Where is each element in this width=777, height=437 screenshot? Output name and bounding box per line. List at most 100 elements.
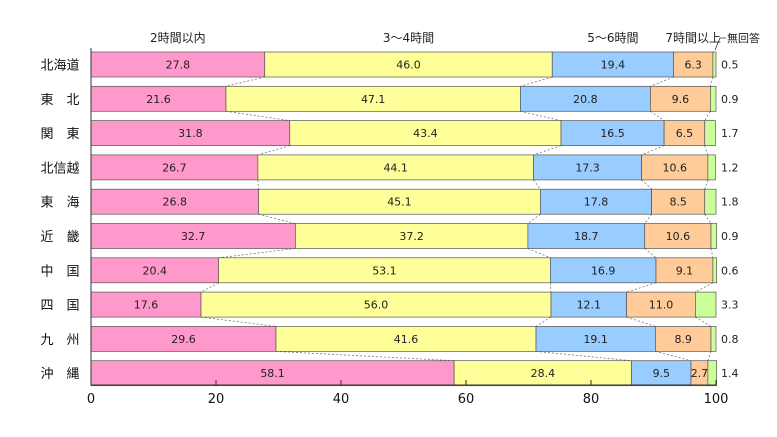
bar-segment — [257, 154, 534, 181]
connector-line — [218, 248, 296, 259]
segment-value-label: 26.7 — [162, 161, 187, 174]
segment-value-label: 26.8 — [163, 196, 188, 209]
connector-line — [704, 179, 709, 190]
bar-segment — [90, 154, 259, 181]
segment-value-label: 27.8 — [166, 59, 191, 72]
connector-line — [641, 179, 652, 190]
bar-segment — [695, 291, 717, 318]
bar-segment — [704, 120, 716, 146]
series-header-label: 2時間以内 — [150, 31, 206, 45]
segment-value-label: 2.7 — [691, 367, 709, 380]
connector-line — [707, 351, 712, 361]
series-header-label: 3～4時間 — [383, 31, 434, 45]
bar-segment — [535, 326, 656, 352]
category-label: 北信越 — [40, 161, 79, 176]
segment-value-label: 6.5 — [676, 127, 694, 140]
segment-value-label: 29.6 — [171, 333, 196, 346]
bar-segment — [655, 326, 712, 352]
bar-segment — [90, 223, 296, 249]
bar-segment — [90, 51, 266, 78]
category-label: 東 北 — [40, 92, 79, 108]
bar-segment — [712, 51, 717, 78]
bar-segment — [264, 51, 553, 78]
connector-line — [200, 316, 277, 327]
segment-value-label: 9.6 — [672, 93, 690, 106]
segment-value-label: 21.6 — [146, 93, 171, 106]
x-tick-label: 0 — [87, 392, 95, 407]
category-label: 近 畿 — [40, 230, 79, 245]
connector-line — [641, 145, 665, 156]
x-tick-label: 40 — [333, 392, 350, 407]
bar-segment — [631, 360, 692, 387]
connector-line — [709, 76, 714, 87]
segment-value-label: 0.9 — [721, 93, 739, 106]
segment-value-label: 56.0 — [364, 299, 389, 312]
segment-value-label: 1.8 — [721, 196, 739, 209]
connector-line — [704, 213, 712, 224]
segment-value-label: 31.8 — [178, 127, 203, 140]
segment-value-label: 32.7 — [181, 230, 206, 243]
segment-value-label: 43.4 — [413, 127, 438, 140]
connector-line — [650, 76, 674, 87]
segment-value-label: 1.4 — [721, 367, 739, 380]
bar-segment — [710, 326, 717, 352]
bar-segment — [295, 223, 529, 249]
segment-value-label: 46.0 — [396, 59, 421, 72]
connector-line — [644, 213, 652, 224]
bar-segment — [453, 360, 632, 387]
connector-line — [225, 76, 265, 87]
connector-line — [533, 179, 541, 190]
segment-value-label: 0.9 — [721, 230, 739, 243]
connector-line — [520, 110, 562, 121]
segment-value-label: 20.4 — [143, 264, 168, 277]
segment-value-label: 8.9 — [674, 333, 692, 346]
segment-value-label: 58.1 — [260, 367, 285, 380]
connector-line — [695, 282, 714, 293]
connector-line — [710, 248, 714, 258]
bar-segment — [710, 223, 717, 249]
segment-value-label: 11.0 — [649, 299, 674, 312]
x-tick-label: 20 — [208, 392, 225, 407]
connector-line — [626, 316, 656, 327]
category-label: 東 海 — [40, 195, 79, 211]
segment-value-label: 17.3 — [575, 161, 600, 174]
connector-line — [257, 145, 290, 156]
segment-value-label: 18.7 — [574, 230, 599, 243]
bar-segment — [550, 291, 627, 318]
segment-value-label: 6.3 — [684, 59, 702, 72]
bar-segment — [90, 85, 227, 112]
segment-value-label: 9.1 — [676, 264, 694, 277]
connector-line — [200, 282, 219, 293]
connector-line — [644, 248, 657, 259]
segment-value-label: 8.5 — [669, 196, 687, 209]
connector-line — [225, 110, 290, 121]
segment-value-label: 0.5 — [721, 59, 739, 72]
bar-segment — [710, 85, 717, 112]
segment-value-label: 3.3 — [721, 299, 739, 312]
connector-line — [535, 316, 552, 327]
connector-line — [626, 282, 657, 293]
segment-value-label: 0.8 — [721, 333, 739, 346]
bar-segment — [258, 188, 541, 215]
bar-segment — [551, 51, 674, 78]
bar-segment — [655, 257, 714, 284]
category-label: 北海道 — [40, 59, 79, 74]
series-header-label: 5～6時間 — [587, 31, 638, 45]
bar-segment — [90, 360, 455, 387]
segment-value-label: 47.1 — [361, 93, 386, 106]
bar-segment — [275, 326, 537, 352]
segment-value-label: 19.1 — [583, 333, 608, 346]
x-tick-label: 60 — [458, 392, 475, 407]
bar-segment — [540, 188, 652, 215]
segment-value-label: 9.5 — [653, 367, 671, 380]
bar-segment — [641, 154, 709, 181]
bar-segment — [707, 360, 717, 387]
bar-segment — [550, 257, 657, 284]
x-tick-label: 100 — [704, 392, 729, 407]
segment-value-label: 1.2 — [721, 161, 739, 174]
segment-value-label: 41.6 — [394, 333, 419, 346]
bar-segment — [90, 257, 219, 284]
bar-segment — [650, 85, 711, 112]
connector-line — [527, 248, 551, 259]
connector-line — [704, 145, 709, 156]
